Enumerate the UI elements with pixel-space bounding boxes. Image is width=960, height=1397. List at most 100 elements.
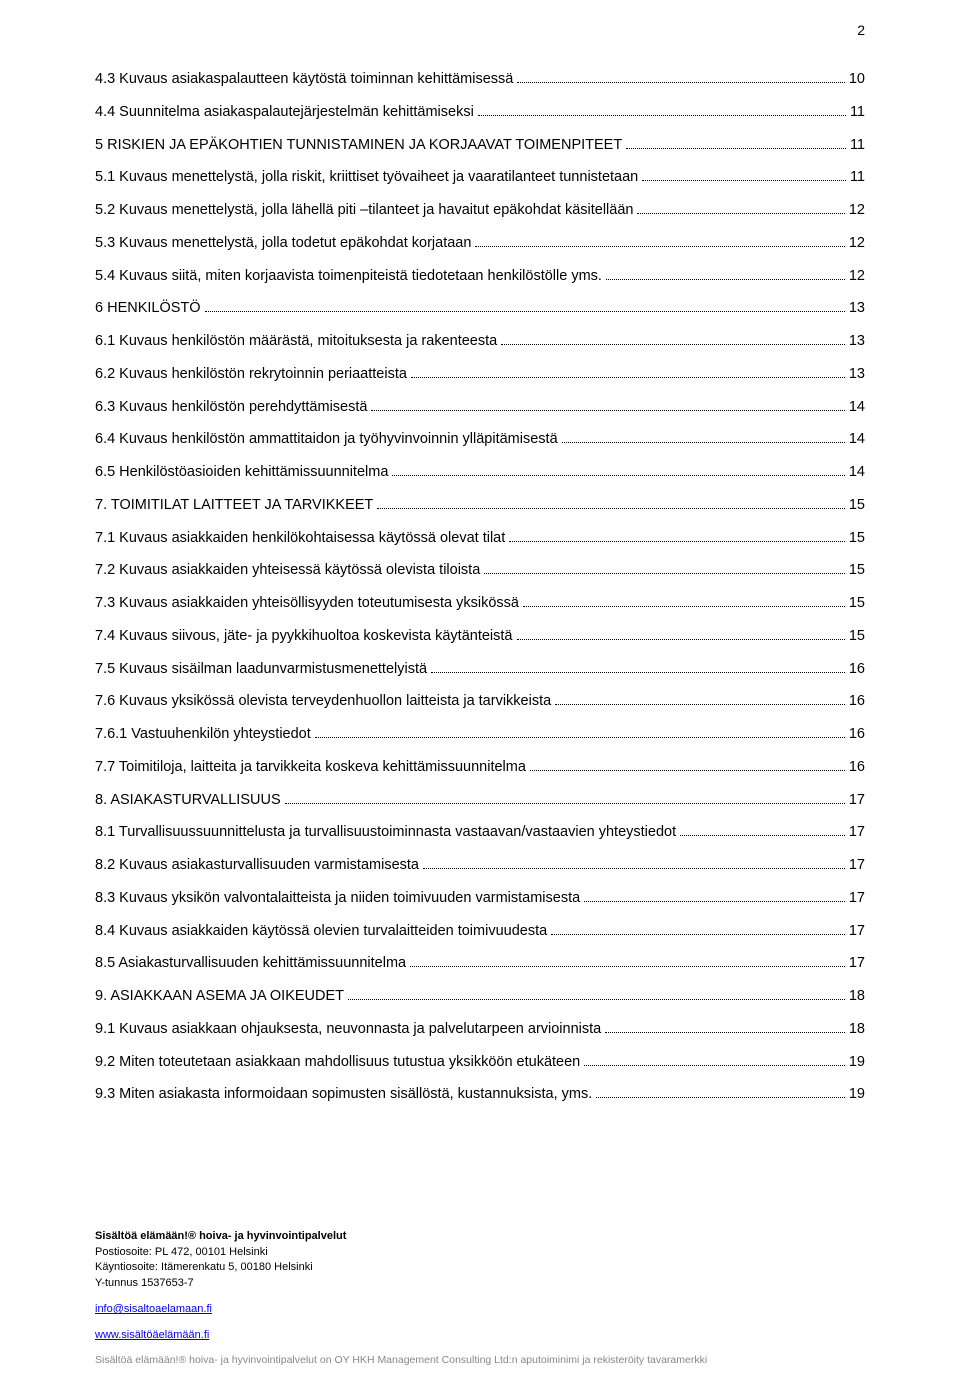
toc-entry: 9.2 Miten toteutetaan asiakkaan mahdolli… xyxy=(95,1053,865,1073)
toc-entry: 8.3 Kuvaus yksikön valvontalaitteista ja… xyxy=(95,889,865,909)
toc-leader-dots xyxy=(285,803,845,804)
toc-entry: 7.4 Kuvaus siivous, jäte- ja pyykkihuolt… xyxy=(95,627,865,647)
toc-leader-dots xyxy=(555,704,845,705)
footer-website-link[interactable]: www.sisältöäelämään.fi xyxy=(95,1329,209,1341)
toc-entry: 9.1 Kuvaus asiakkaan ohjauksesta, neuvon… xyxy=(95,1020,865,1040)
toc-entry-page: 11 xyxy=(850,136,865,156)
toc-entry-page: 17 xyxy=(849,954,865,974)
page-number: 2 xyxy=(857,22,865,38)
toc-entry-page: 13 xyxy=(849,299,865,319)
toc-leader-dots xyxy=(478,115,846,116)
toc-entry: 8.1 Turvallisuussuunnittelusta ja turval… xyxy=(95,823,865,843)
toc-entry: 6.5 Henkilöstöasioiden kehittämissuunnit… xyxy=(95,463,865,483)
toc-entry-title: 7.6 Kuvaus yksikössä olevista terveydenh… xyxy=(95,692,551,712)
toc-entry: 8.4 Kuvaus asiakkaiden käytössä olevien … xyxy=(95,922,865,942)
toc-leader-dots xyxy=(411,377,845,378)
toc-entry: 5.2 Kuvaus menettelystä, jolla lähellä p… xyxy=(95,201,865,221)
toc-leader-dots xyxy=(584,901,845,902)
toc-leader-dots xyxy=(642,180,846,181)
toc-entry-title: 7.3 Kuvaus asiakkaiden yhteisöllisyyden … xyxy=(95,594,519,614)
toc-leader-dots xyxy=(423,868,845,869)
toc-entry: 8.2 Kuvaus asiakasturvallisuuden varmist… xyxy=(95,856,865,876)
toc-entry: 7.7 Toimitiloja, laitteita ja tarvikkeit… xyxy=(95,758,865,778)
toc-entry: 5.3 Kuvaus menettelystä, jolla todetut e… xyxy=(95,234,865,254)
toc-entry-page: 18 xyxy=(849,1020,865,1040)
toc-entry: 8.5 Asiakasturvallisuuden kehittämissuun… xyxy=(95,954,865,974)
toc-entry-title: 9.3 Miten asiakasta informoidaan sopimus… xyxy=(95,1085,592,1105)
toc-entry-page: 19 xyxy=(849,1085,865,1105)
toc-entry-title: 9.2 Miten toteutetaan asiakkaan mahdolli… xyxy=(95,1053,580,1073)
toc-entry-page: 14 xyxy=(849,463,865,483)
footer-email-link[interactable]: info@sisaltoaelamaan.fi xyxy=(95,1303,212,1315)
toc-entry-title: 6.1 Kuvaus henkilöstön määrästä, mitoitu… xyxy=(95,332,497,352)
toc-entry-title: 5.4 Kuvaus siitä, miten korjaavista toim… xyxy=(95,267,602,287)
toc-entry-title: 5.1 Kuvaus menettelystä, jolla riskit, k… xyxy=(95,168,638,188)
toc-entry-title: 4.3 Kuvaus asiakaspalautteen käytöstä to… xyxy=(95,70,513,90)
toc-entry-title: 8. ASIAKASTURVALLISUUS xyxy=(95,791,281,811)
toc-entry-title: 4.4 Suunnitelma asiakaspalautejärjestelm… xyxy=(95,103,474,123)
toc-entry: 9.3 Miten asiakasta informoidaan sopimus… xyxy=(95,1085,865,1105)
toc-entry-title: 7. TOIMITILAT LAITTEET JA TARVIKKEET xyxy=(95,496,373,516)
page-footer: Sisältöä elämään!® hoiva- ja hyvinvointi… xyxy=(95,1229,865,1367)
toc-entry-page: 16 xyxy=(849,758,865,778)
toc-entry-title: 9.1 Kuvaus asiakkaan ohjauksesta, neuvon… xyxy=(95,1020,601,1040)
toc-entry-page: 17 xyxy=(849,922,865,942)
toc-entry-title: 7.1 Kuvaus asiakkaiden henkilökohtaisess… xyxy=(95,529,505,549)
toc-entry-title: 5.2 Kuvaus menettelystä, jolla lähellä p… xyxy=(95,201,633,221)
toc-entry-title: 5 RISKIEN JA EPÄKOHTIEN TUNNISTAMINEN JA… xyxy=(95,136,622,156)
toc-leader-dots xyxy=(605,1032,845,1033)
toc-entry-title: 9. ASIAKKAAN ASEMA JA OIKEUDET xyxy=(95,987,344,1007)
toc-entry-page: 13 xyxy=(849,332,865,352)
toc-leader-dots xyxy=(606,279,845,280)
toc-entry: 5.1 Kuvaus menettelystä, jolla riskit, k… xyxy=(95,168,865,188)
toc-leader-dots xyxy=(517,639,845,640)
toc-entry: 6.1 Kuvaus henkilöstön määrästä, mitoitu… xyxy=(95,332,865,352)
toc-leader-dots xyxy=(530,770,845,771)
toc-entry-title: 8.5 Asiakasturvallisuuden kehittämissuun… xyxy=(95,954,406,974)
toc-entry: 4.4 Suunnitelma asiakaspalautejärjestelm… xyxy=(95,103,865,123)
toc-entry-page: 11 xyxy=(850,103,865,123)
toc-leader-dots xyxy=(680,835,845,836)
toc-leader-dots xyxy=(637,213,844,214)
toc-entry: 9. ASIAKKAAN ASEMA JA OIKEUDET 18 xyxy=(95,987,865,1007)
toc-entry-title: 7.6.1 Vastuuhenkilön yhteystiedot xyxy=(95,725,311,745)
toc-leader-dots xyxy=(523,606,845,607)
footer-post-address: Postiosoite: PL 472, 00101 Helsinki xyxy=(95,1245,865,1260)
toc-entry-page: 12 xyxy=(849,201,865,221)
toc-entry-page: 13 xyxy=(849,365,865,385)
toc-entry: 7.5 Kuvaus sisäilman laadunvarmistusmene… xyxy=(95,660,865,680)
toc-leader-dots xyxy=(509,541,845,542)
toc-entry: 7.6 Kuvaus yksikössä olevista terveydenh… xyxy=(95,692,865,712)
toc-entry-page: 15 xyxy=(849,594,865,614)
toc-entry: 5 RISKIEN JA EPÄKOHTIEN TUNNISTAMINEN JA… xyxy=(95,136,865,156)
toc-entry-page: 12 xyxy=(849,234,865,254)
toc-leader-dots xyxy=(562,442,845,443)
toc-entry-page: 18 xyxy=(849,987,865,1007)
toc-entry: 5.4 Kuvaus siitä, miten korjaavista toim… xyxy=(95,267,865,287)
footer-business-id: Y-tunnus 1537653-7 xyxy=(95,1276,865,1291)
toc-entry-page: 14 xyxy=(849,398,865,418)
toc-entry: 6.3 Kuvaus henkilöstön perehdyttämisestä… xyxy=(95,398,865,418)
toc-entry: 7.3 Kuvaus asiakkaiden yhteisöllisyyden … xyxy=(95,594,865,614)
toc-entry-title: 7.7 Toimitiloja, laitteita ja tarvikkeit… xyxy=(95,758,526,778)
toc-entry-page: 15 xyxy=(849,561,865,581)
toc-leader-dots xyxy=(484,573,845,574)
toc-entry: 7. TOIMITILAT LAITTEET JA TARVIKKEET 15 xyxy=(95,496,865,516)
toc-entry-page: 12 xyxy=(849,267,865,287)
toc-entry: 4.3 Kuvaus asiakaspalautteen käytöstä to… xyxy=(95,70,865,90)
toc-entry-page: 10 xyxy=(849,70,865,90)
toc-entry-title: 8.4 Kuvaus asiakkaiden käytössä olevien … xyxy=(95,922,547,942)
toc-entry: 7.1 Kuvaus asiakkaiden henkilökohtaisess… xyxy=(95,529,865,549)
toc-leader-dots xyxy=(348,999,845,1000)
toc-leader-dots xyxy=(626,148,846,149)
footer-disclaimer: Sisältöä elämään!® hoiva- ja hyvinvointi… xyxy=(95,1353,865,1367)
toc-entry-title: 8.1 Turvallisuussuunnittelusta ja turval… xyxy=(95,823,676,843)
toc-leader-dots xyxy=(205,311,845,312)
toc-entry-page: 14 xyxy=(849,430,865,450)
toc-leader-dots xyxy=(431,672,845,673)
toc-leader-dots xyxy=(584,1065,845,1066)
toc-leader-dots xyxy=(596,1097,845,1098)
toc-entry-page: 15 xyxy=(849,496,865,516)
toc-leader-dots xyxy=(517,82,845,83)
toc-leader-dots xyxy=(315,737,845,738)
